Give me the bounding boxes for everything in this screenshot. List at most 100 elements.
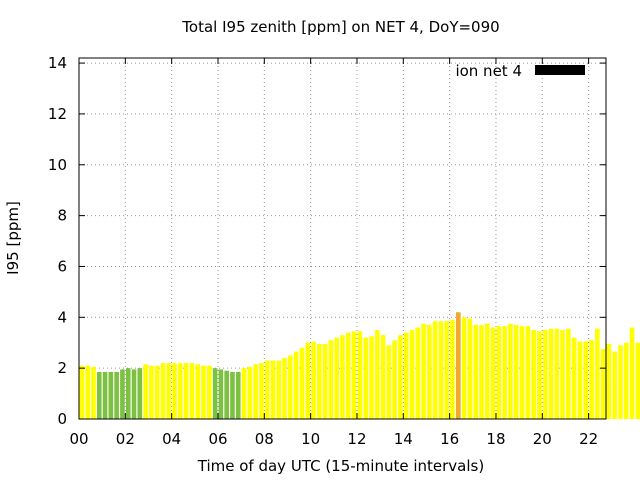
x-tick-label: 22 [579, 430, 598, 448]
bar [456, 312, 461, 419]
y-tick-label: 4 [57, 308, 67, 326]
bar [473, 324, 479, 419]
bar [206, 365, 212, 419]
bar [577, 341, 583, 419]
bar [212, 368, 218, 419]
bar [380, 335, 386, 419]
x-tick-label: 16 [440, 430, 459, 448]
bar [594, 328, 600, 419]
x-tick-label: 20 [533, 430, 552, 448]
bar [79, 365, 85, 419]
bar [189, 363, 195, 419]
bar [96, 371, 102, 419]
x-tick-label: 14 [394, 430, 413, 448]
legend-label: ion net 4 [455, 62, 522, 80]
bar [363, 337, 368, 419]
y-tick-label: 14 [48, 54, 67, 72]
bar [508, 323, 513, 419]
bar [479, 324, 484, 419]
bar [218, 369, 224, 419]
y-tick-label: 0 [57, 410, 67, 428]
bar [444, 321, 450, 419]
bar [461, 317, 467, 419]
bar [398, 335, 403, 419]
bar [467, 318, 473, 419]
bar [143, 364, 148, 419]
legend: ion net 4 [455, 62, 585, 80]
bar [154, 365, 160, 419]
bar [149, 365, 154, 419]
grid [79, 58, 606, 419]
bar [369, 336, 374, 419]
bar [525, 326, 531, 419]
x-tick-label: 04 [162, 430, 181, 448]
bar [299, 347, 305, 419]
x-tick-label: 02 [116, 430, 135, 448]
x-tick-label: 08 [255, 430, 274, 448]
x-tick-label: 10 [301, 430, 320, 448]
bar [282, 357, 287, 419]
bar [635, 342, 640, 419]
bar [235, 371, 241, 419]
y-tick-label: 12 [48, 105, 67, 123]
bar [183, 363, 189, 419]
bar [519, 326, 525, 419]
bar [618, 345, 623, 419]
bar [386, 345, 392, 419]
bar [351, 331, 357, 419]
bar [131, 369, 137, 419]
bar [120, 369, 125, 419]
y-axis-label: I95 [ppm] [4, 201, 22, 275]
bar [247, 366, 253, 419]
bar [172, 363, 177, 419]
bar [566, 328, 571, 419]
bar [137, 368, 143, 419]
bar [305, 342, 311, 419]
chart-title: Total I95 zenith [ppm] on NET 4, DoY=090 [181, 18, 499, 36]
bar [548, 328, 554, 419]
bar [537, 331, 542, 419]
bar [230, 371, 235, 419]
bar [427, 324, 432, 419]
bar [415, 327, 421, 419]
bar [502, 326, 507, 419]
x-tick-label: 18 [486, 430, 505, 448]
bar [629, 327, 635, 419]
bar [293, 351, 299, 419]
bar [606, 344, 612, 419]
bar [160, 363, 166, 419]
x-tick-label: 00 [69, 430, 88, 448]
y-tick-label: 8 [57, 207, 67, 225]
bar [484, 323, 490, 419]
bar [554, 328, 560, 419]
bar [224, 370, 229, 419]
bar [178, 363, 183, 419]
bar [85, 365, 91, 419]
bar [276, 360, 282, 419]
bar [166, 363, 172, 419]
y-tick-label: 2 [57, 359, 67, 377]
bar [264, 360, 270, 419]
bar [195, 364, 201, 419]
bar [108, 371, 114, 419]
bar [623, 342, 629, 419]
bar [409, 330, 415, 419]
bar [583, 341, 589, 419]
bar [253, 364, 258, 419]
bar [201, 365, 206, 419]
bar [490, 327, 496, 419]
bar [496, 326, 502, 419]
bar [560, 330, 565, 419]
bar [403, 332, 409, 419]
bar [571, 337, 577, 419]
bar [259, 363, 264, 419]
x-axis-label: Time of day UTC (15-minute intervals) [197, 457, 484, 475]
bar [531, 330, 536, 419]
y-tick-label: 10 [48, 156, 67, 174]
legend-swatch [535, 65, 585, 75]
bar [334, 337, 340, 419]
x-tick-label: 12 [347, 430, 366, 448]
